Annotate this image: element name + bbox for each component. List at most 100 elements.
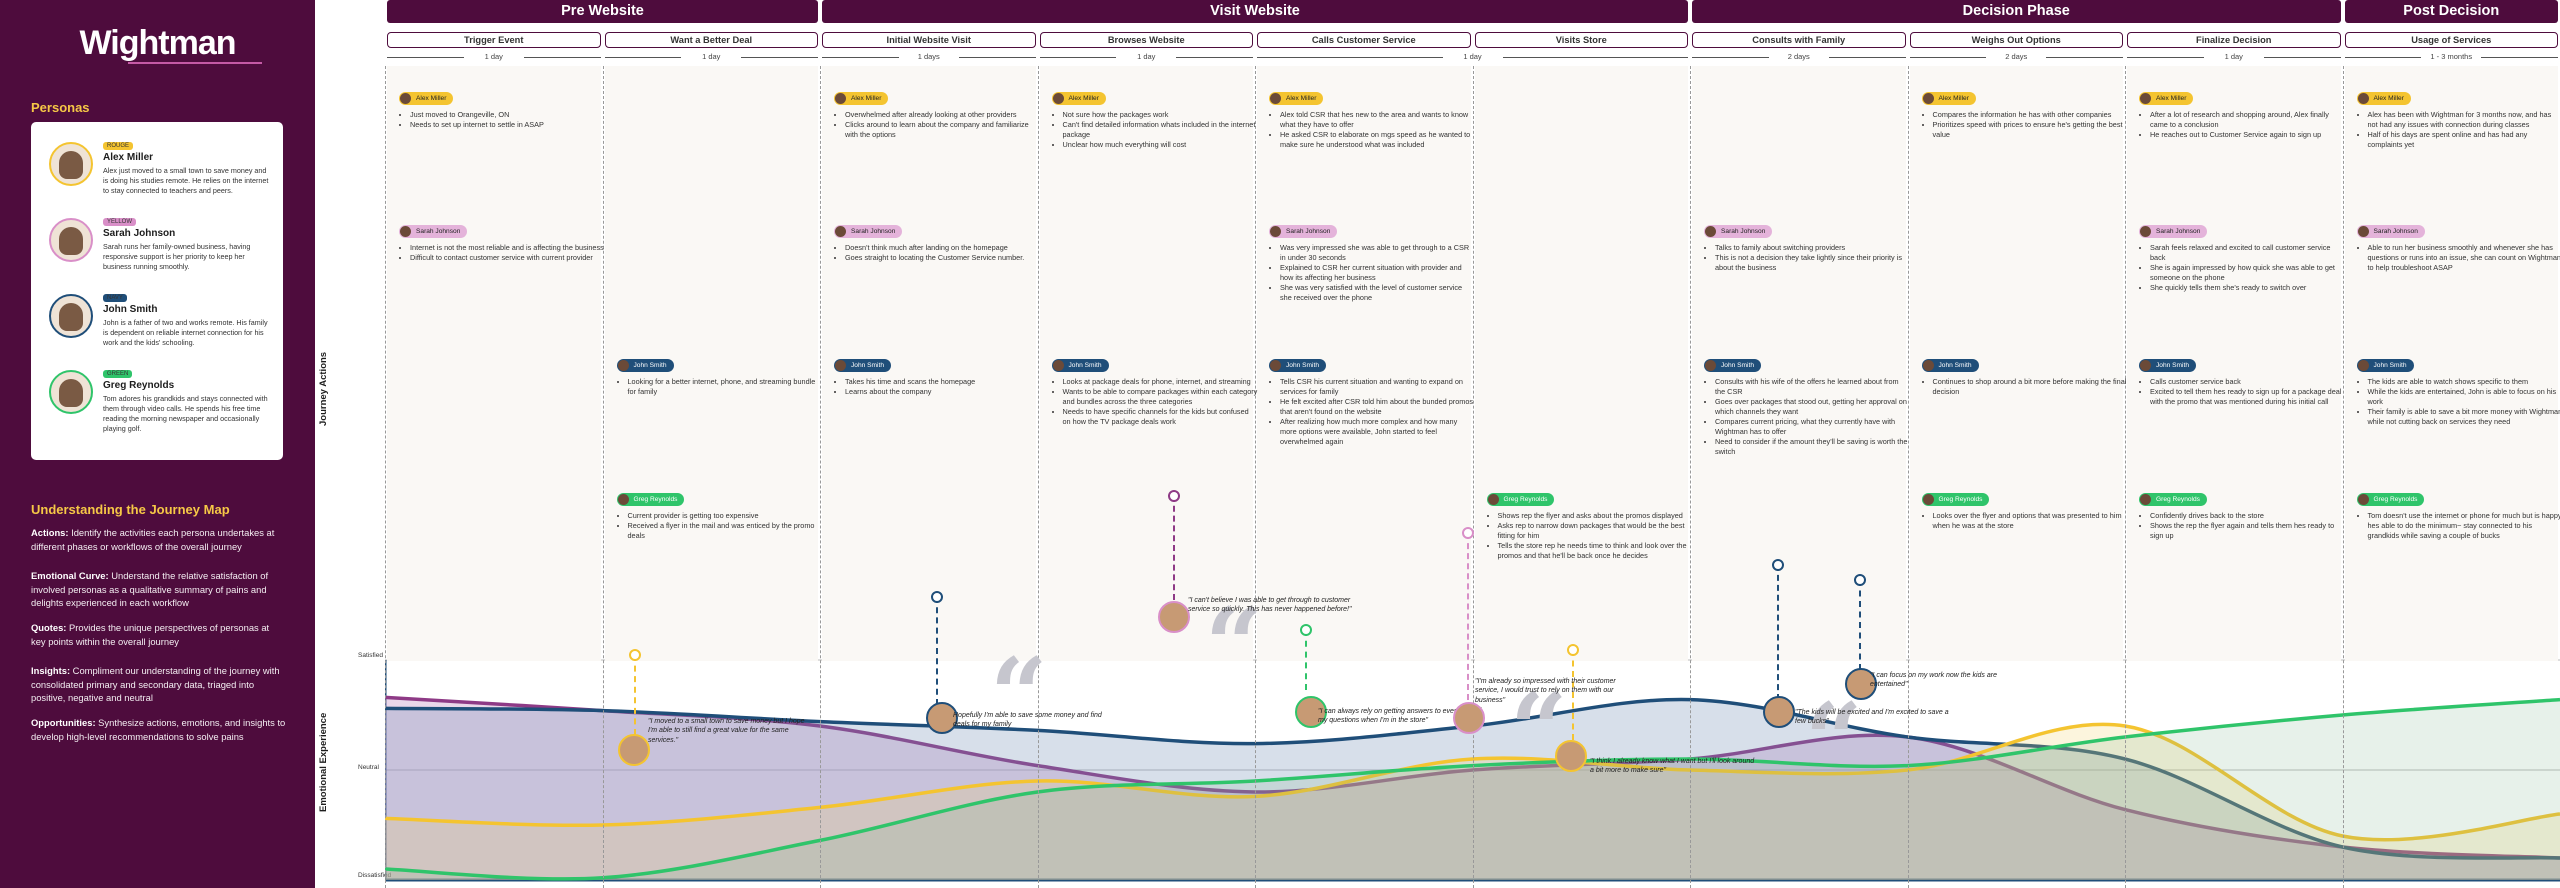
persona-chip-avatar [2140, 360, 2151, 371]
action-item: Tells CSR his current situation and want… [1280, 377, 1475, 397]
persona-chip: Sarah Johnson [1269, 225, 1338, 238]
persona-avatar [49, 142, 93, 186]
phase-header: Pre Website [387, 0, 818, 23]
persona-chip-name: Sarah Johnson [2373, 228, 2418, 235]
persona-chip-avatar [1705, 360, 1716, 371]
action-item: Needs to have specific channels for the … [1063, 407, 1258, 427]
action-item: Half of his days are spent online and ha… [2368, 130, 2560, 150]
persona-chip: John Smith [1051, 359, 1109, 372]
persona-quote: "I think I already know what I want but … [1590, 758, 1755, 775]
persona-avatar-figure [59, 151, 83, 179]
persona-chip-name: Greg Reynolds [2156, 496, 2200, 503]
column-background [1474, 66, 1688, 661]
persona-chip-name: Alex Miller [851, 95, 882, 102]
phase-header: Visit Website [822, 0, 1688, 23]
persona-chip: John Smith [616, 359, 674, 372]
ujm-item-text: Compliment our understanding of the jour… [31, 665, 280, 704]
duration-label: 1 - 3 months [2421, 52, 2482, 62]
persona-chip-name: Alex Miller [1068, 95, 1099, 102]
persona-chip-avatar [617, 494, 629, 505]
quote-pin-head [1462, 527, 1474, 539]
quote-avatar [618, 734, 650, 766]
persona-avatar-figure [59, 379, 83, 407]
duration-label: 1 day [463, 52, 524, 62]
action-list: Tom doesn't use the internet or phone fo… [2357, 511, 2560, 541]
column-background [387, 66, 601, 661]
persona-chip: Greg Reynolds [2139, 493, 2207, 506]
persona-chip-name: Greg Reynolds [1503, 496, 1548, 503]
quote-avatar [1158, 601, 1190, 633]
persona-chip: John Smith [2139, 359, 2196, 372]
ujm-item: Insights: Compliment our understanding o… [31, 664, 286, 705]
persona-tag: YELLOW [103, 218, 137, 226]
action-item: Takes his time and scans the homepage [845, 377, 1040, 387]
persona-chip-avatar [835, 360, 846, 371]
action-item: Need to consider if the amount they'll b… [1715, 437, 1910, 457]
action-item: Looks over the flyer and options that wa… [1933, 511, 2128, 531]
quote-pin-head [1168, 490, 1180, 502]
quote-pin-stem [1173, 496, 1175, 600]
step-header: Calls Customer Service [1257, 32, 1471, 48]
persona-chip-name: Sarah Johnson [1721, 228, 1766, 235]
persona-quote: Hopefully I'm able to save some money an… [953, 712, 1102, 729]
brand-logo: Wightman [79, 24, 236, 62]
quote-pin-stem [1777, 565, 1779, 700]
action-item: Prioritizes speed with prices to ensure … [1933, 120, 2128, 140]
persona-chip: Greg Reynolds [616, 493, 685, 506]
action-item: Received a flyer in the mail and was ent… [628, 521, 823, 541]
persona-chip-name: Alex Miller [1286, 95, 1317, 102]
action-list: Continues to shop around a bit more befo… [1922, 377, 2128, 397]
emotion-curve [385, 722, 2560, 842]
quote-mark-icon: “ [1205, 586, 1263, 704]
quote-pin-stem [1467, 533, 1469, 700]
persona-chip-name: John Smith [1068, 362, 1102, 369]
ujm-item-text: Provides the unique perspectives of pers… [31, 622, 270, 647]
persona-quote: "I can't believe I was able to get throu… [1188, 597, 1352, 614]
column-divider [820, 66, 821, 888]
action-item: Just moved to Orangeville, ON [410, 110, 605, 120]
persona-chip-name: John Smith [1721, 362, 1754, 369]
persona-chip-avatar [2357, 226, 2369, 237]
step-header: Usage of Services [2344, 32, 2558, 48]
action-item: Was very impressed she was able to get t… [1280, 243, 1475, 263]
quote-pin-head [931, 591, 943, 603]
persona-chip: Greg Reynolds [1486, 493, 1555, 506]
action-list: Tells CSR his current situation and want… [1269, 377, 1475, 447]
persona-description: Tom adores his grandkids and stays conne… [103, 394, 268, 433]
duration-label: 1 day [2203, 52, 2264, 62]
action-item: She quickly tells them she's ready to sw… [2150, 283, 2345, 293]
persona-avatar [49, 294, 93, 338]
persona-quote: "I can always rely on getting answers to… [1318, 708, 1482, 725]
action-item: Looks at package deals for phone, intern… [1063, 377, 1258, 387]
action-item: Alex has been with Wightman for 3 months… [2368, 110, 2560, 130]
duration-label: 1 day [1442, 52, 1503, 62]
action-list: Looks over the flyer and options that wa… [1922, 511, 2128, 531]
action-list: Current provider is getting too expensiv… [617, 511, 823, 541]
persona-avatar [49, 370, 93, 414]
action-item: Difficult to contact customer service wi… [410, 253, 605, 263]
journey-grid: Pre Website Visit Website Decision Phase Po… [385, 0, 2560, 888]
duration-label: 1 days [898, 52, 959, 62]
persona-chip-name: John Smith [1938, 362, 1972, 369]
action-list: Not sure how the packages workCan't find… [1052, 110, 1258, 150]
action-list: Sarah feels relaxed and excited to call … [2139, 243, 2345, 293]
persona-chip-name: Alex Miller [416, 95, 447, 102]
action-list: Internet is not the most reliable and is… [399, 243, 605, 263]
persona-chip: Alex Miller [399, 92, 454, 105]
persona-description: Alex just moved to a small town to save … [103, 166, 269, 195]
action-list: Alex told CSR that hes new to the area a… [1269, 110, 1475, 150]
column-divider [1907, 66, 1909, 888]
ujm-item: Opportunities: Synthesize actions, emoti… [31, 716, 286, 743]
persona-description: John is a father of two and works remote… [103, 318, 268, 347]
step-header: Visits Store [1474, 32, 1688, 48]
persona-name: Alex Miller [103, 152, 154, 163]
persona-chip: Alex Miller [2139, 92, 2194, 105]
action-item: Compares the information he has with oth… [1933, 110, 2128, 120]
persona-chip-name: John Smith [2373, 362, 2407, 369]
persona-tag: ROUGE [103, 142, 134, 150]
action-item: Goes over packages that stood out, getti… [1715, 397, 1910, 417]
persona-chip-avatar [1922, 494, 1934, 505]
action-list: Confidently drives back to the storeShow… [2139, 511, 2345, 541]
action-item: Goes straight to locating the Customer S… [845, 253, 1040, 263]
action-item: Able to run her business smoothly and wh… [2368, 243, 2560, 273]
